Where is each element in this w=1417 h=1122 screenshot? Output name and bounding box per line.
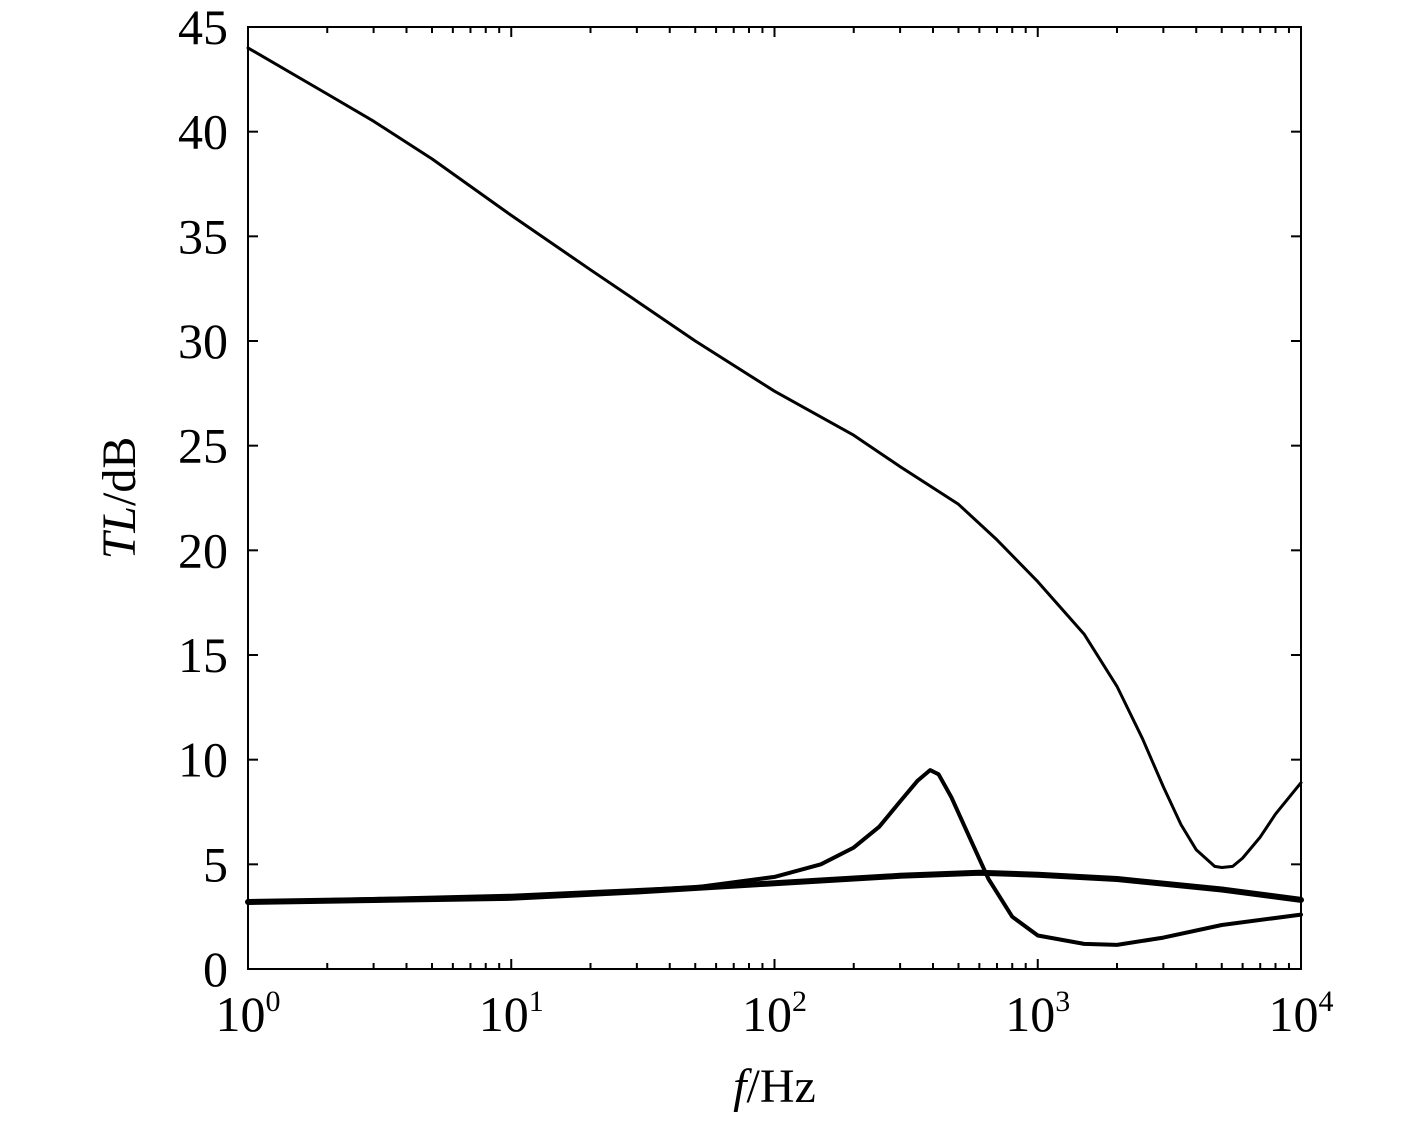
x-tick-exponent: 4 <box>1319 985 1334 1018</box>
y-tick-label: 5 <box>203 836 228 892</box>
x-tick-label: 104 <box>1269 985 1334 1042</box>
y-tick-labels: 0 5 10 15 20 25 30 35 40 45 <box>178 0 228 997</box>
y-tick-label: 45 <box>178 0 228 55</box>
x-tick-label: 103 <box>1005 985 1070 1042</box>
y-tick-label: 20 <box>178 522 228 578</box>
x-tick-exponent: 1 <box>529 985 544 1018</box>
x-tick-base: 10 <box>742 986 792 1042</box>
x-tick-label: 102 <box>742 985 807 1042</box>
y-tick-label: 15 <box>178 627 228 683</box>
y-axis-label-var: TL <box>93 506 146 559</box>
axis-ticks <box>247 26 1301 970</box>
y-axis-label: TL/dB <box>93 437 146 560</box>
x-tick-base: 10 <box>479 986 529 1042</box>
y-axis-label-unit: /dB <box>93 437 146 506</box>
x-tick-exponent: 3 <box>1055 985 1070 1018</box>
y-tick-label: 40 <box>178 104 228 160</box>
y-tick-label: 25 <box>178 418 228 474</box>
x-tick-label: 100 <box>216 985 281 1042</box>
x-tick-base: 10 <box>216 986 266 1042</box>
x-tick-labels: 100 101 102 103 104 <box>216 985 1334 1042</box>
x-tick-base: 10 <box>1005 986 1055 1042</box>
x-tick-base: 10 <box>1269 986 1319 1042</box>
x-axis-label-unit: /Hz <box>747 1060 816 1113</box>
y-tick-label: 30 <box>178 313 228 369</box>
x-tick-exponent: 0 <box>266 985 281 1018</box>
plot-lines <box>245 46 1304 947</box>
series-line-3 <box>245 869 1304 905</box>
y-tick-label: 0 <box>203 941 228 997</box>
x-tick-label: 101 <box>479 985 544 1042</box>
series-line-2 <box>246 768 1303 947</box>
plot-frame <box>247 26 1302 970</box>
series-line-1 <box>246 46 1303 869</box>
x-tick-exponent: 2 <box>792 985 807 1018</box>
y-tick-label: 35 <box>178 208 228 264</box>
x-axis-label: f/Hz <box>733 1060 816 1113</box>
y-tick-label: 10 <box>178 732 228 788</box>
